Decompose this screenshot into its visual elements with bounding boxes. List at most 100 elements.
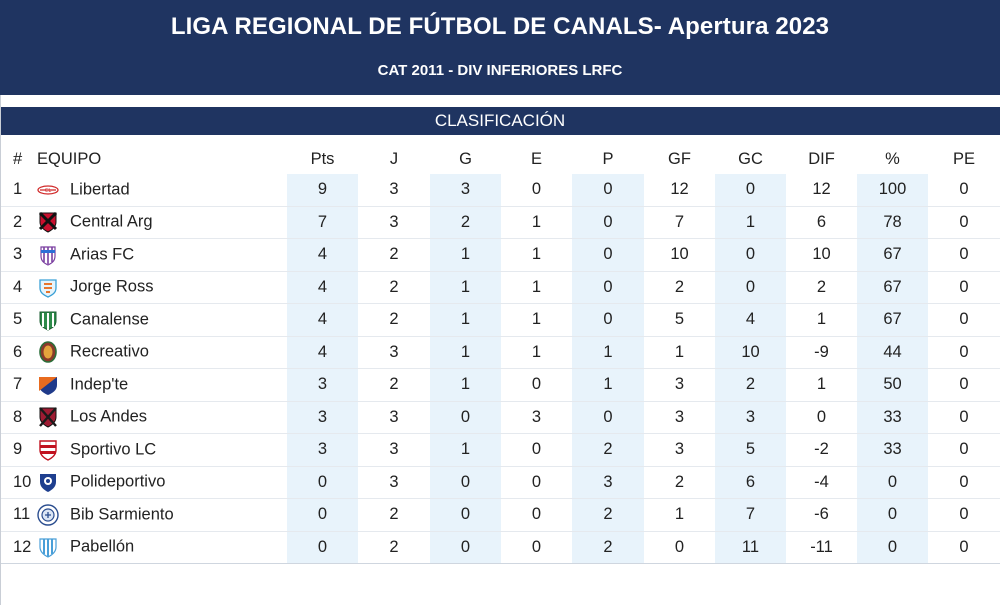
position-cell: 3 [1, 238, 37, 272]
percentage-cell: 0 [857, 498, 928, 532]
lost-cell: 2 [572, 433, 644, 467]
table-row[interactable]: 6 Recreativo 4 3 1 1 1 1 10 -9 44 0 [1, 336, 1000, 369]
position-cell: 1 [1, 174, 37, 207]
team-name[interactable]: Canalense [70, 310, 149, 329]
lost-cell: 1 [572, 368, 644, 402]
position-cell: 5 [1, 303, 37, 337]
goal-difference-cell: -11 [786, 531, 857, 564]
table-row[interactable]: 7 Indep'te 3 2 1 0 1 3 2 1 50 0 [1, 368, 1000, 402]
goals-for-cell: 3 [644, 433, 715, 467]
table-row[interactable]: 1 CL Libertad 9 3 3 0 0 12 0 12 100 0 [1, 174, 1000, 207]
col-header-pe[interactable]: PE [952, 149, 975, 168]
table-row[interactable]: 2 Central Arg 7 3 2 1 0 7 1 6 78 0 [1, 206, 1000, 239]
col-header-goals-for[interactable]: GF [668, 149, 691, 168]
percentage-cell: 33 [857, 433, 928, 467]
col-header-percentage[interactable]: % [885, 149, 900, 168]
goals-for-cell: 12 [644, 174, 715, 207]
table-row[interactable]: 11 Bib Sarmiento 0 2 0 0 2 1 7 -6 0 0 [1, 498, 1000, 532]
pe-cell: 0 [928, 368, 1000, 402]
position-cell: 8 [1, 401, 37, 434]
team-cell[interactable]: Polideportivo [37, 466, 287, 499]
goal-difference-cell: -6 [786, 498, 857, 532]
col-header-goal-difference[interactable]: DIF [808, 149, 835, 168]
table-row[interactable]: 4 Jorge Ross 4 2 1 1 0 2 0 2 67 0 [1, 271, 1000, 304]
team-cell[interactable]: Canalense [37, 303, 287, 337]
goals-against-cell: 0 [715, 238, 786, 272]
team-name[interactable]: Sportivo LC [70, 440, 157, 459]
drawn-cell: 0 [501, 531, 572, 564]
points-cell: 3 [287, 433, 358, 467]
col-header-won[interactable]: G [459, 149, 472, 168]
percentage-cell: 78 [857, 206, 928, 239]
won-cell: 0 [430, 401, 501, 434]
pe-cell: 0 [928, 206, 1000, 239]
goal-difference-cell: 12 [786, 174, 857, 207]
won-cell: 0 [430, 466, 501, 499]
page-subtitle: CAT 2011 - DIV INFERIORES LRFC [377, 62, 623, 79]
table-row[interactable]: 12 Pabellón 0 2 0 0 2 0 11 -11 0 0 [1, 531, 1000, 564]
position-cell: 4 [1, 271, 37, 304]
col-header-drawn[interactable]: E [530, 149, 542, 168]
col-header-goals-against[interactable]: GC [738, 149, 763, 168]
goals-against-cell: 0 [715, 174, 786, 207]
position-cell: 12 [1, 531, 37, 564]
goals-against-cell: 2 [715, 368, 786, 402]
table-row[interactable]: 3 Arias FC 4 2 1 1 0 10 0 10 67 0 [1, 238, 1000, 272]
team-name[interactable]: Indep'te [70, 375, 129, 394]
col-header-lost[interactable]: P [602, 149, 614, 168]
table-row[interactable]: 5 Canalense 4 2 1 1 0 5 4 1 67 0 [1, 303, 1000, 337]
team-cell[interactable]: Central Arg [37, 206, 287, 239]
recreativo-crest-icon [37, 341, 59, 364]
pe-cell: 0 [928, 271, 1000, 304]
points-cell: 3 [287, 401, 358, 434]
col-header-position[interactable]: # [13, 149, 23, 168]
team-name[interactable]: Los Andes [70, 407, 148, 426]
won-cell: 3 [430, 174, 501, 207]
team-cell[interactable]: Pabellón [37, 531, 287, 564]
section-title-bar: CLASIFICACIÓN [0, 107, 1000, 135]
drawn-cell: 1 [501, 206, 572, 239]
team-cell[interactable]: Jorge Ross [37, 271, 287, 304]
table-row[interactable]: 8 Los Andes 3 3 0 3 0 3 3 0 33 0 [1, 401, 1000, 434]
col-header-played[interactable]: J [389, 149, 399, 168]
left-border [0, 95, 1, 605]
team-cell[interactable]: Los Andes [37, 401, 287, 434]
won-cell: 0 [430, 498, 501, 532]
col-header-team[interactable]: EQUIPO [37, 149, 102, 168]
team-cell[interactable]: Indep'te [37, 368, 287, 402]
independiente-crest-icon [37, 374, 59, 396]
lost-cell: 0 [572, 238, 644, 272]
team-name[interactable]: Bib Sarmiento [70, 505, 174, 524]
team-cell[interactable]: Sportivo LC [37, 433, 287, 467]
team-name[interactable]: Libertad [70, 180, 130, 199]
goal-difference-cell: -9 [786, 336, 857, 369]
team-name[interactable]: Arias FC [70, 245, 135, 264]
team-cell[interactable]: Bib Sarmiento [37, 498, 287, 532]
team-cell[interactable]: CL Libertad [37, 174, 287, 207]
sportivo-lc-crest-icon [37, 439, 59, 461]
team-cell[interactable]: Arias FC [37, 238, 287, 272]
drawn-cell: 0 [501, 368, 572, 402]
team-name[interactable]: Jorge Ross [70, 277, 154, 296]
drawn-cell: 1 [501, 336, 572, 369]
pe-cell: 0 [928, 174, 1000, 207]
pe-cell: 0 [928, 238, 1000, 272]
col-header-points[interactable]: Pts [310, 149, 335, 168]
lost-cell: 0 [572, 401, 644, 434]
pe-cell: 0 [928, 466, 1000, 499]
team-name[interactable]: Recreativo [70, 342, 149, 361]
table-header-row: # EQUIPO Pts J G E P GF GC DIF % PE [1, 144, 1000, 174]
table-row[interactable]: 9 Sportivo LC 3 3 1 0 2 3 5 -2 33 0 [1, 433, 1000, 467]
team-name[interactable]: Polideportivo [70, 472, 166, 491]
pe-cell: 0 [928, 531, 1000, 564]
team-name[interactable]: Central Arg [70, 212, 153, 231]
goal-difference-cell: 1 [786, 368, 857, 402]
goals-against-cell: 6 [715, 466, 786, 499]
goals-against-cell: 1 [715, 206, 786, 239]
table-row[interactable]: 10 Polideportivo 0 3 0 0 3 2 6 -4 0 0 [1, 466, 1000, 499]
arias-fc-crest-icon [37, 244, 59, 266]
team-cell[interactable]: Recreativo [37, 336, 287, 369]
played-cell: 3 [358, 174, 430, 207]
team-name[interactable]: Pabellón [70, 537, 135, 556]
drawn-cell: 1 [501, 303, 572, 337]
